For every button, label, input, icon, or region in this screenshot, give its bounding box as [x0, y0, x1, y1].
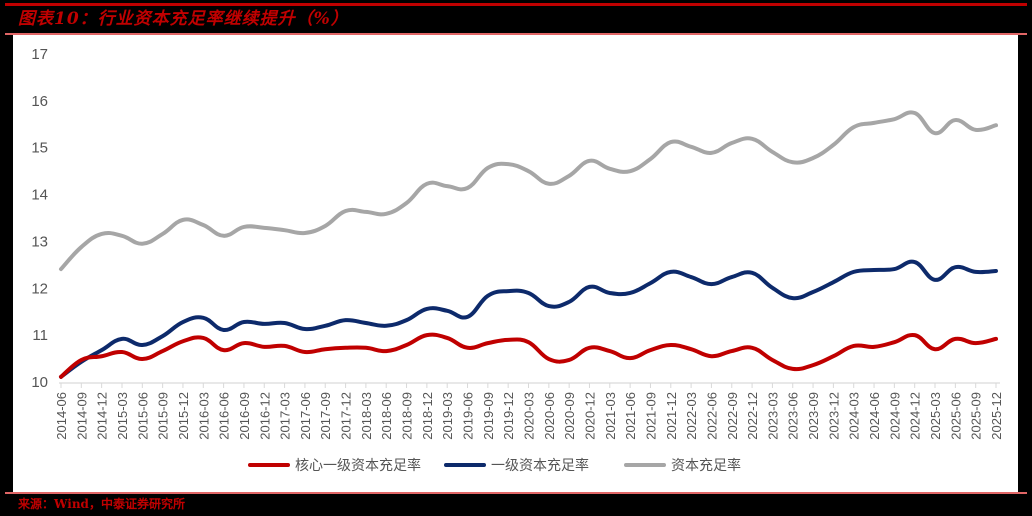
title-rule: [5, 33, 1027, 35]
y-tick-label: 12: [31, 280, 48, 297]
x-tick-label: 2014-06: [54, 392, 69, 440]
x-tick-label: 2021-09: [643, 392, 658, 440]
x-tick-label: 2020-06: [542, 392, 557, 440]
y-tick-label: 17: [31, 46, 48, 63]
y-tick-label: 14: [31, 187, 48, 204]
top-rule: [5, 3, 1027, 6]
x-tick-label: 2025-03: [928, 392, 943, 440]
x-tick-label: 2025-12: [989, 392, 1004, 440]
y-tick-label: 16: [31, 93, 48, 110]
legend-label: 资本充足率: [671, 457, 741, 474]
x-tick-label: 2022-03: [684, 392, 699, 440]
y-tick-label: 10: [31, 374, 48, 391]
legend-label: 一级资本充足率: [491, 457, 589, 474]
x-tick-label: 2015-06: [135, 392, 150, 440]
x-tick-label: 2018-09: [400, 392, 415, 440]
tier1-ratio-line: [59, 259, 998, 379]
x-tick-label: 2017-03: [278, 392, 293, 440]
x-tick-label: 2015-03: [115, 392, 130, 440]
x-tick-label: 2016-06: [217, 392, 232, 440]
chart-panel: [13, 35, 1018, 492]
x-tick-label: 2019-03: [440, 392, 455, 440]
series-lines: [59, 110, 998, 379]
x-tick-label: 2023-12: [826, 392, 841, 440]
legend-core-tier1: 核心一级资本充足率: [248, 457, 421, 474]
x-tick-label: 2016-03: [196, 392, 211, 440]
x-tick-label: 2019-09: [481, 392, 496, 440]
x-tick-label: 2016-12: [257, 392, 272, 440]
y-axis: 10 11 12 13 14 15 16 17: [31, 46, 48, 391]
x-tick-label: 2021-03: [603, 392, 618, 440]
x-tick-label: 2014-09: [74, 392, 89, 440]
y-tick-label: 15: [31, 140, 48, 157]
x-tick-label: 2022-09: [725, 392, 740, 440]
x-tick-label: 2015-09: [156, 392, 171, 440]
x-tick-label: 2023-09: [806, 392, 821, 440]
x-tick-label: 2019-12: [501, 392, 516, 440]
x-tick-label: 2020-09: [562, 392, 577, 440]
x-tick-label: 2017-12: [339, 392, 354, 440]
x-tick-label: 2021-12: [664, 392, 679, 440]
x-tick-label: 2018-12: [420, 392, 435, 440]
x-tick-label: 2024-06: [867, 392, 882, 440]
x-tick-label: 2022-06: [704, 392, 719, 440]
x-tick-label: 2023-03: [765, 392, 780, 440]
legend-label: 核心一级资本充足率: [295, 457, 421, 474]
x-tick-label: 2015-12: [176, 392, 191, 440]
x-tick-label: 2018-03: [359, 392, 374, 440]
x-tick-label: 2024-03: [847, 392, 862, 440]
x-tick-label: 2020-12: [582, 392, 597, 440]
y-tick-label: 13: [31, 233, 48, 250]
x-tick-label: 2014-12: [95, 392, 110, 440]
x-tick-label: 2021-06: [623, 392, 638, 440]
x-tick-label: 2017-06: [298, 392, 313, 440]
source-note: 来源：Wind，中泰证券研究所: [18, 497, 185, 511]
x-tick-label: 2025-06: [948, 392, 963, 440]
source-rule: [5, 492, 1027, 494]
legend-total-capital: 资本充足率: [624, 457, 741, 474]
x-tick-label: 2017-09: [318, 392, 333, 440]
legend-tier1: 一级资本充足率: [444, 457, 589, 474]
core-tier1-ratio-line: [59, 332, 998, 379]
x-tick-label: 2018-06: [379, 392, 394, 440]
legend: 核心一级资本充足率 一级资本充足率 资本充足率: [248, 457, 741, 474]
x-tick-label: 2025-09: [969, 392, 984, 440]
x-tick-label: 2023-06: [786, 392, 801, 440]
x-axis: 2014-06 2014-09 2014-12 2015-03 2015-06 2015-…: [54, 382, 1004, 440]
chart-title: 图表10：行业资本充足率继续提升（%）: [18, 9, 349, 29]
capital-adequacy-ratio-line: [59, 110, 998, 272]
x-tick-label: 2024-09: [887, 392, 902, 440]
x-tick-label: 2024-12: [908, 392, 923, 440]
y-tick-label: 11: [32, 327, 48, 344]
x-tick-label: 2019-06: [461, 392, 476, 440]
x-tick-label: 2016-09: [237, 392, 252, 440]
x-tick-label: 2020-03: [522, 392, 537, 440]
x-tick-label: 2022-12: [745, 392, 760, 440]
